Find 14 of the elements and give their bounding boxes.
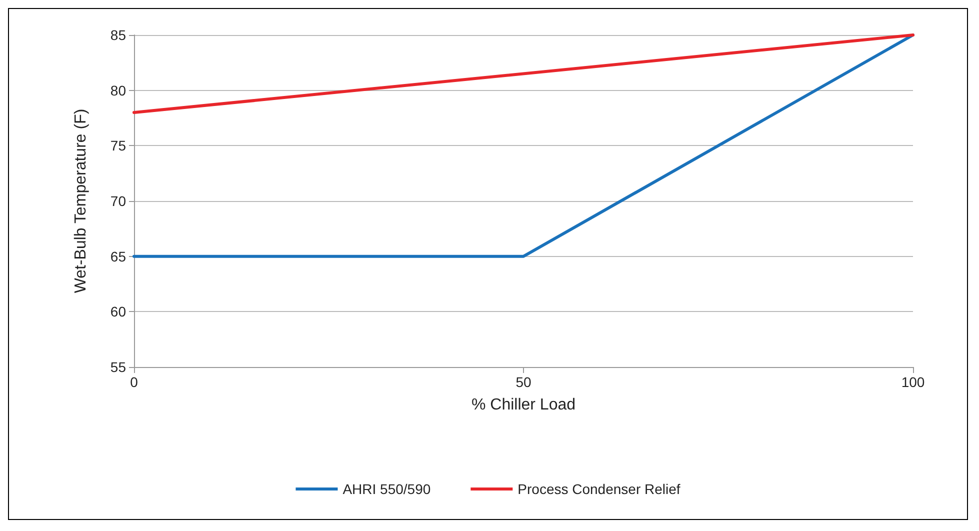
x-tick-label: 50 [516, 374, 532, 390]
x-tick-label: 0 [130, 374, 138, 390]
y-tick-label: 70 [110, 193, 126, 209]
legend-label: Process Condenser Relief [518, 481, 680, 497]
y-tick-label: 60 [110, 304, 126, 320]
y-tick-label: 65 [110, 248, 126, 264]
y-tick-label: 75 [110, 138, 126, 154]
y-tick-label: 55 [110, 359, 126, 375]
y-tick-label: 85 [110, 27, 126, 43]
x-axis-title: % Chiller Load [471, 396, 576, 414]
legend-label: AHRI 550/590 [342, 481, 431, 497]
y-axis-title: Wet-Bulb Temperature (F) [72, 108, 90, 294]
y-tick-label: 80 [110, 82, 126, 98]
x-tick-label: 100 [901, 374, 925, 390]
